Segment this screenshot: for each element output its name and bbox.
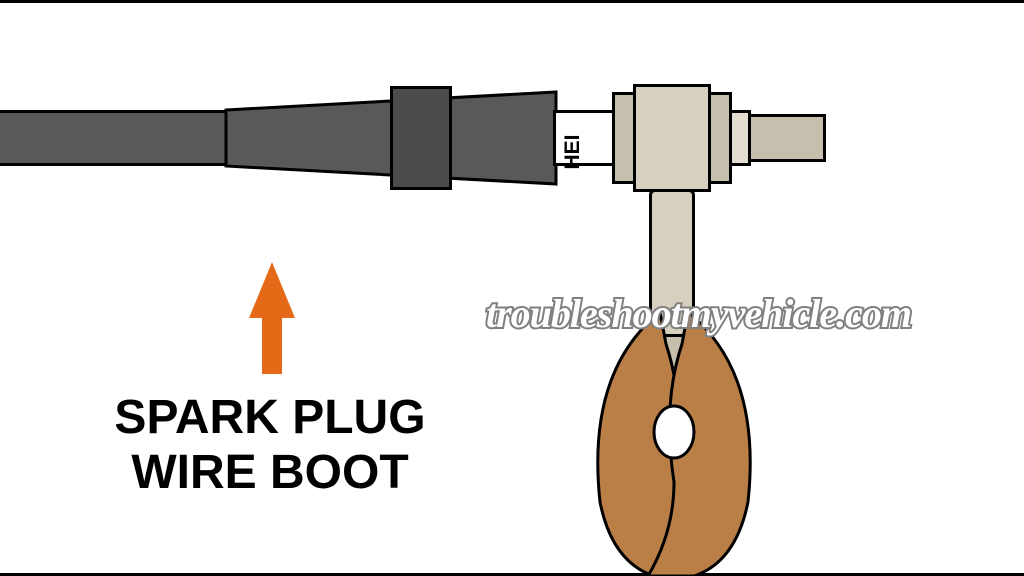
watermark-text: troubleshootmyvehicle.com	[486, 290, 911, 337]
callout-label-line2: WIRE BOOT	[131, 446, 408, 499]
callout-arrow	[249, 262, 295, 374]
callout-label-line1: SPARK PLUG	[114, 391, 425, 444]
arrow-stem	[262, 318, 282, 374]
arrow-head-icon	[249, 262, 295, 318]
callout-label: SPARK PLUG WIRE BOOT	[50, 390, 490, 500]
